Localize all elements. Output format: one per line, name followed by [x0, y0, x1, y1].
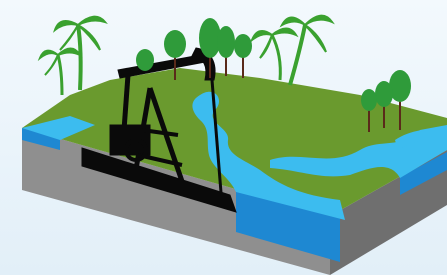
tree-crown [234, 34, 252, 58]
tree-crown [361, 89, 377, 111]
tree-crown [136, 49, 154, 71]
tree-crown [164, 30, 186, 58]
tree-crown [217, 26, 235, 58]
illustration [0, 0, 447, 275]
page [0, 0, 447, 275]
tree-crown [375, 81, 393, 107]
